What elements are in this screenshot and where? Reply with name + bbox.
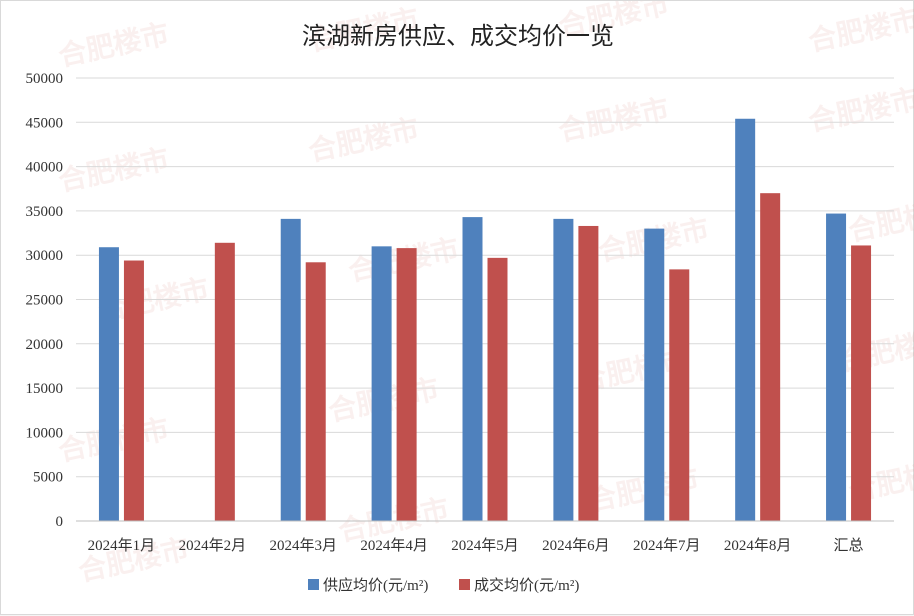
y-tick-label: 40000 <box>26 160 64 176</box>
y-tick-label: 45000 <box>26 115 64 131</box>
bars <box>98 118 872 522</box>
y-tick-label: 5000 <box>33 470 63 486</box>
bar-deal-6 <box>669 269 690 521</box>
bar-supply-3 <box>371 246 392 521</box>
x-axis-categories: 2024年1月 2024年2月 2024年3月 2024年4月 2024年5月 2024年… <box>88 537 864 554</box>
chart-title: 滨湖新房供应、成交均价一览 <box>302 22 614 50</box>
bar-supply-8 <box>826 213 847 522</box>
bar-supply-5 <box>553 218 574 521</box>
legend-swatch <box>308 579 319 590</box>
legend-label: 成交均价(元/m²) <box>474 576 579 594</box>
bar-supply-7 <box>735 118 756 522</box>
bar-deal-0 <box>123 260 144 521</box>
watermark-text: 合肥楼市 <box>306 112 422 168</box>
bar-supply-6 <box>644 228 665 521</box>
brand-text: 大数跨境 <box>41 588 105 607</box>
watermark-text: 合肥楼市 <box>846 192 914 248</box>
x-tick-label: 2024年8月 <box>724 537 792 554</box>
y-tick-label: 10000 <box>26 425 64 441</box>
x-tick-label: 汇总 <box>834 537 864 554</box>
bar-supply-4 <box>462 217 483 522</box>
bar-deal-2 <box>305 262 326 521</box>
x-tick-label: 2024年2月 <box>179 537 247 554</box>
brand-logo-icon <box>11 589 27 605</box>
x-tick-label: 2024年3月 <box>269 537 337 554</box>
bar-deal-1 <box>214 242 235 521</box>
y-tick-label: 50000 <box>26 71 64 87</box>
bar-deal-7 <box>760 193 781 521</box>
watermark-text: 合肥楼市 <box>806 82 914 138</box>
watermark-text: 合肥楼市 <box>56 142 172 198</box>
x-tick-label: 2024年6月 <box>542 537 610 554</box>
y-tick-label: 0 <box>56 514 64 530</box>
x-tick-label: 2024年7月 <box>633 537 701 554</box>
y-tick-label: 25000 <box>26 293 64 309</box>
bar-supply-2 <box>280 218 301 521</box>
brand-logo-icon-dot <box>23 592 33 602</box>
legend: 供应均价(元/m²) 成交均价(元/m²) <box>308 576 579 594</box>
bar-deal-4 <box>487 257 508 521</box>
y-tick-label: 30000 <box>26 248 64 264</box>
legend-label: 供应均价(元/m²) <box>323 576 428 594</box>
watermark-text: 合肥楼市 <box>806 2 914 58</box>
brand-logo: 大数跨境 <box>11 588 105 607</box>
watermark-text: 合肥楼市 <box>556 92 672 148</box>
y-tick-label: 15000 <box>26 381 64 397</box>
y-axis-ticks: 0 5000 10000 15000 20000 25000 30000 35000 40000… <box>26 71 64 530</box>
x-tick-label: 2024年4月 <box>360 537 428 554</box>
bar-deal-3 <box>396 248 417 521</box>
legend-swatch <box>459 579 470 590</box>
bar-deal-5 <box>578 225 599 521</box>
x-tick-label: 2024年1月 <box>88 537 156 554</box>
y-tick-label: 20000 <box>26 337 64 353</box>
watermark-text: 合肥楼市 <box>56 17 172 73</box>
gridlines <box>76 77 894 478</box>
bar-supply-0 <box>98 247 119 521</box>
watermark-text: 合肥楼市 <box>836 322 914 378</box>
x-tick-label: 2024年5月 <box>451 537 519 554</box>
y-tick-label: 35000 <box>26 204 64 220</box>
bar-deal-8 <box>851 245 872 522</box>
